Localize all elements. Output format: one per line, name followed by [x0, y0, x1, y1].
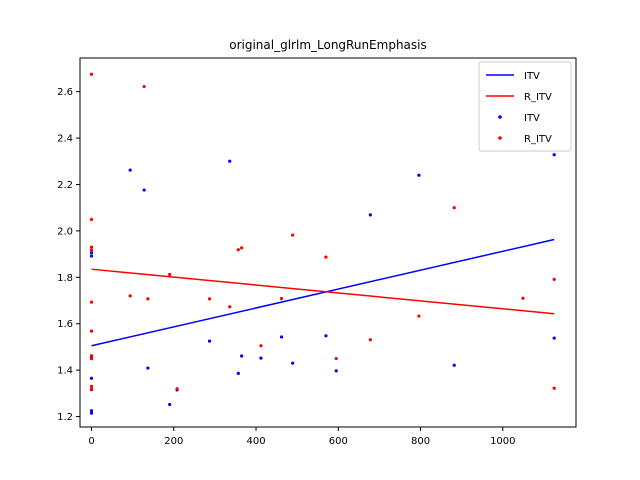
point-itv [259, 356, 263, 360]
point-itv [240, 354, 244, 358]
point-r-itv [334, 356, 338, 361]
chart-title: original_glrlm_LongRunEmphasis [229, 38, 427, 52]
point-itv [452, 363, 456, 367]
point-r-itv [89, 354, 94, 358]
fit-line-r-itv [91, 268, 555, 315]
point-itv [368, 213, 372, 217]
point-r-itv [142, 84, 146, 89]
legend-marker-r-itv [498, 136, 502, 140]
y-tick-label: 1.2 [57, 412, 73, 423]
point-r-itv [175, 387, 179, 391]
point-r-itv [521, 296, 525, 300]
point-r-itv [552, 277, 556, 281]
legend-label: R_ITV [524, 92, 552, 103]
point-itv [89, 409, 94, 413]
legend-box [478, 61, 572, 152]
y-axis: 1.2 1.4 1.6 1.8 2.0 2.2 2.4 2.6 [57, 87, 80, 423]
x-tick-label: 400 [246, 436, 265, 447]
fit-lines [91, 238, 555, 347]
point-itv [236, 371, 240, 375]
point-r-itv [146, 297, 150, 301]
point-r-itv [240, 246, 244, 250]
point-r-itv [368, 338, 372, 342]
point-itv [417, 173, 421, 177]
point-r-itv [89, 245, 94, 249]
y-tick-label: 2.0 [57, 226, 73, 237]
point-r-itv [452, 206, 456, 210]
point-r-itv [207, 297, 212, 301]
x-tick-label: 1000 [490, 436, 515, 447]
fit-line-itv [91, 238, 555, 347]
point-itv [207, 339, 212, 343]
point-r-itv [324, 255, 328, 259]
point-itv [291, 361, 295, 365]
point-r-itv [417, 314, 421, 318]
x-tick-label: 200 [164, 436, 183, 447]
point-itv [142, 188, 146, 192]
point-itv [228, 159, 232, 163]
point-itv [89, 376, 94, 380]
point-r-itv [89, 248, 94, 252]
point-r-itv [279, 297, 284, 301]
legend-label: R_ITV [524, 134, 552, 145]
point-r-itv [228, 305, 232, 309]
y-tick-label: 1.4 [57, 366, 73, 377]
point-r-itv [236, 248, 240, 252]
point-itv [168, 402, 172, 407]
axes-frame [79, 57, 577, 428]
legend: ITV R_ITV ITV R_ITV [478, 61, 572, 152]
data-points [89, 72, 556, 415]
point-r-itv [89, 300, 94, 304]
y-tick-label: 1.8 [57, 273, 73, 284]
point-r-itv [128, 294, 132, 298]
point-r-itv [259, 344, 263, 348]
x-tick-label: 0 [88, 436, 94, 447]
point-itv [552, 336, 556, 340]
x-axis: 0 200 400 600 800 1000 [88, 427, 516, 447]
point-r-itv [291, 233, 295, 237]
legend-marker-itv [498, 115, 502, 119]
x-tick-label: 800 [411, 436, 430, 447]
point-r-itv [89, 357, 94, 361]
point-r-itv [552, 386, 556, 390]
point-itv [89, 254, 94, 258]
x-tick-label: 600 [329, 436, 348, 447]
point-itv [324, 334, 328, 338]
y-tick-label: 1.6 [57, 319, 73, 330]
point-itv [552, 153, 556, 157]
point-r-itv [89, 387, 94, 391]
point-r-itv [89, 384, 94, 388]
legend-label: ITV [524, 71, 540, 82]
point-itv [128, 168, 132, 172]
legend-label: ITV [524, 113, 540, 124]
y-tick-label: 2.6 [57, 87, 73, 98]
point-r-itv [168, 272, 172, 277]
point-r-itv [89, 329, 94, 333]
point-itv [146, 366, 150, 370]
y-tick-label: 2.2 [57, 180, 73, 191]
point-itv [89, 411, 94, 415]
point-r-itv [89, 217, 94, 222]
point-itv [279, 335, 284, 339]
point-itv [89, 251, 94, 255]
point-itv [334, 369, 338, 373]
y-tick-label: 2.4 [57, 134, 73, 145]
point-r-itv [89, 72, 94, 76]
